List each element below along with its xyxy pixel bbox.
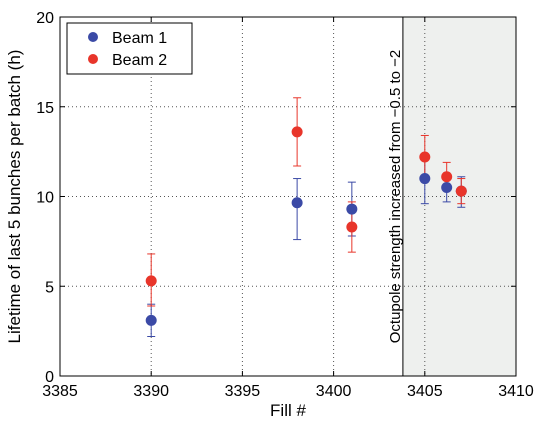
marker-beam-2 <box>441 171 453 183</box>
y-axis-label: Lifetime of last 5 bunches per batch (h) <box>5 50 24 344</box>
grid-lines <box>60 17 516 376</box>
annotation-text: Octupole strength increased from −0.5 to… <box>387 50 404 344</box>
y-tick-label: 20 <box>36 10 54 27</box>
x-tick-label: 3390 <box>133 383 169 400</box>
marker-beam-2 <box>291 126 303 138</box>
x-tick-label: 3400 <box>316 383 352 400</box>
y-tick-label: 5 <box>45 279 54 296</box>
marker-beam-2 <box>346 221 358 233</box>
x-tick-label: 3395 <box>225 383 261 400</box>
marker-beam-1 <box>419 173 431 185</box>
x-axis-label: Fill # <box>270 401 306 420</box>
x-tick-label: 3410 <box>498 383 534 400</box>
legend-marker-beam-1 <box>88 32 98 42</box>
x-tick-label: 3405 <box>407 383 443 400</box>
plot-area <box>59 16 517 377</box>
marker-beam-1 <box>291 197 303 209</box>
legend-label-beam-2: Beam 2 <box>112 52 167 69</box>
legend-marker-beam-2 <box>88 54 98 64</box>
x-tick-labels: 3385 3390 3395 3400 3405 3410 <box>42 383 534 400</box>
data-point <box>293 178 302 241</box>
marker-beam-1 <box>145 314 157 326</box>
data-markers <box>145 97 467 338</box>
y-tick-labels: 0 5 10 15 20 <box>36 10 54 386</box>
legend: Beam 1 Beam 2 <box>66 22 193 75</box>
shaded-region <box>402 17 516 376</box>
y-tick-label: 0 <box>45 369 54 386</box>
y-tick-label: 15 <box>36 100 54 117</box>
legend-label-beam-1: Beam 1 <box>112 30 167 47</box>
legend-box <box>66 22 193 75</box>
marker-beam-2 <box>419 151 431 163</box>
marker-beam-2 <box>455 185 467 197</box>
marker-beam-1 <box>441 182 453 194</box>
marker-beam-2 <box>145 275 157 287</box>
x-tick-label: 3385 <box>42 383 78 400</box>
marker-beam-1 <box>346 203 358 215</box>
axis-ticks <box>59 16 517 377</box>
y-tick-label: 10 <box>36 190 54 207</box>
